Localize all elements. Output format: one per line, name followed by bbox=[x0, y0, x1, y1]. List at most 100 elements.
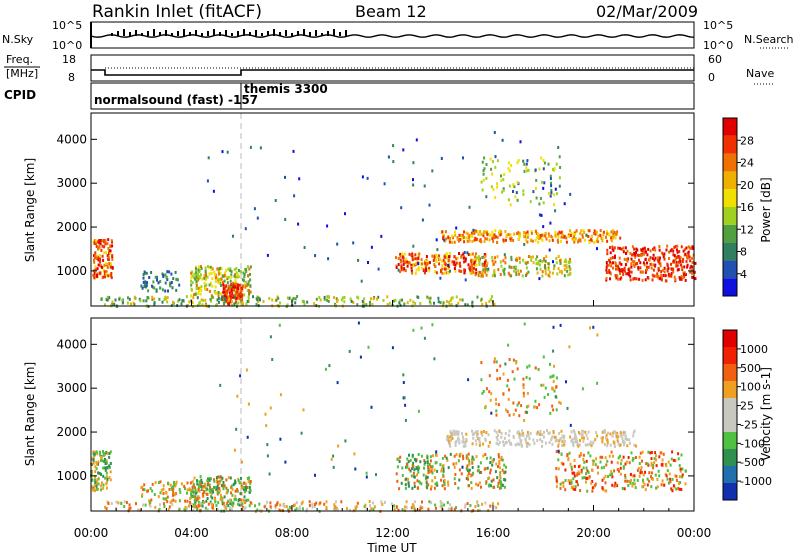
echo-cell bbox=[415, 261, 418, 265]
echo-cell bbox=[579, 489, 582, 493]
echo-cell bbox=[500, 486, 503, 490]
echo-cell bbox=[233, 268, 236, 272]
echo-cell bbox=[606, 239, 609, 243]
echo-cell bbox=[509, 238, 512, 242]
echo-cell bbox=[577, 465, 580, 469]
echo-cell bbox=[434, 270, 437, 274]
echo-cell bbox=[462, 457, 465, 461]
echo-cell bbox=[149, 487, 152, 491]
echo-cell bbox=[670, 274, 673, 278]
echo-cell bbox=[518, 272, 521, 276]
echo-cell bbox=[543, 161, 546, 165]
echo-cell bbox=[645, 462, 648, 466]
echo-cell bbox=[195, 504, 198, 508]
echo-cell bbox=[197, 286, 200, 290]
echo-cell bbox=[625, 460, 628, 464]
echo-cell bbox=[597, 471, 599, 475]
echo-cell bbox=[411, 271, 414, 275]
echo-cell bbox=[496, 484, 499, 488]
echo-cell bbox=[225, 296, 228, 300]
echo-cell bbox=[142, 273, 145, 276]
echo-cell bbox=[624, 479, 627, 483]
echo-cell bbox=[499, 482, 502, 486]
echo-cell bbox=[102, 483, 105, 487]
echo-cell bbox=[213, 291, 216, 295]
echo-cell bbox=[658, 248, 661, 252]
echo-cell bbox=[155, 275, 158, 279]
echo-cell bbox=[604, 474, 607, 478]
echo-cell bbox=[411, 252, 414, 256]
echo-cell bbox=[202, 298, 205, 302]
echo-cell bbox=[105, 471, 108, 475]
echo-cell bbox=[93, 258, 95, 262]
echo-cell bbox=[551, 435, 554, 439]
echo-cell bbox=[427, 466, 430, 470]
echo-cell bbox=[482, 268, 485, 272]
echo-cell bbox=[610, 230, 613, 234]
echo-cell bbox=[640, 248, 643, 252]
echo-cell bbox=[108, 262, 111, 266]
echo-cell bbox=[97, 258, 100, 262]
echo-cell bbox=[502, 238, 505, 242]
echo-cell bbox=[643, 482, 646, 486]
echo-cell bbox=[228, 297, 231, 301]
echo-cell bbox=[350, 299, 353, 303]
echo-cell bbox=[105, 451, 108, 454]
echo-cell bbox=[634, 262, 637, 266]
station-title: Rankin Inlet (fitACF) bbox=[92, 2, 262, 22]
echo-cell bbox=[687, 250, 690, 254]
echo-cell bbox=[558, 432, 561, 435]
echo-cell bbox=[565, 260, 568, 264]
echo-cell bbox=[563, 202, 566, 206]
echo-cell bbox=[573, 231, 576, 235]
echo-cell bbox=[423, 466, 425, 470]
echo-cell bbox=[543, 395, 546, 399]
echo-cell bbox=[97, 487, 99, 491]
echo-cell bbox=[554, 439, 557, 443]
echo-cell bbox=[429, 465, 432, 469]
echo-cell bbox=[595, 431, 598, 435]
echo-cell bbox=[106, 465, 109, 469]
echo-cell bbox=[137, 508, 139, 512]
echo-cell bbox=[406, 260, 409, 264]
echo-cell bbox=[608, 454, 611, 458]
echo-cell bbox=[229, 299, 232, 303]
echo-cell bbox=[536, 406, 539, 410]
echo-cell bbox=[429, 459, 432, 463]
echo-cell bbox=[619, 472, 622, 476]
echo-cell bbox=[518, 257, 521, 260]
echo-cell bbox=[118, 297, 121, 301]
echo-cell bbox=[609, 277, 611, 281]
echo-cell bbox=[451, 437, 454, 440]
echo-cell bbox=[144, 282, 147, 286]
echo-cell bbox=[504, 441, 507, 445]
echo-cell bbox=[100, 239, 103, 242]
echo-cell bbox=[465, 454, 468, 458]
echo-cell bbox=[526, 434, 528, 438]
nsky-spike bbox=[147, 31, 149, 36]
echo-cell bbox=[529, 238, 532, 242]
echo-cell bbox=[548, 270, 551, 274]
echo-cell bbox=[480, 274, 483, 278]
echo-cell bbox=[104, 239, 107, 243]
echo-cell bbox=[422, 268, 425, 272]
echo-cell bbox=[591, 468, 593, 472]
echo-cell bbox=[212, 189, 215, 193]
echo-cell bbox=[541, 238, 544, 242]
echo-cell bbox=[401, 508, 404, 512]
echo-cell bbox=[551, 271, 554, 275]
echo-cell bbox=[632, 431, 635, 435]
echo-cell bbox=[613, 445, 616, 448]
echo-cell bbox=[200, 485, 203, 488]
echo-cell bbox=[208, 289, 211, 293]
echo-cell bbox=[537, 237, 540, 241]
echo-cell bbox=[106, 265, 109, 269]
echo-cell bbox=[677, 268, 680, 271]
echo-cell bbox=[482, 178, 485, 182]
echo-cell bbox=[120, 502, 123, 505]
echo-cell bbox=[108, 464, 111, 468]
echo-cell bbox=[592, 231, 595, 235]
echo-cell bbox=[104, 476, 107, 480]
echo-cell bbox=[551, 235, 554, 239]
echo-cell bbox=[539, 197, 542, 200]
